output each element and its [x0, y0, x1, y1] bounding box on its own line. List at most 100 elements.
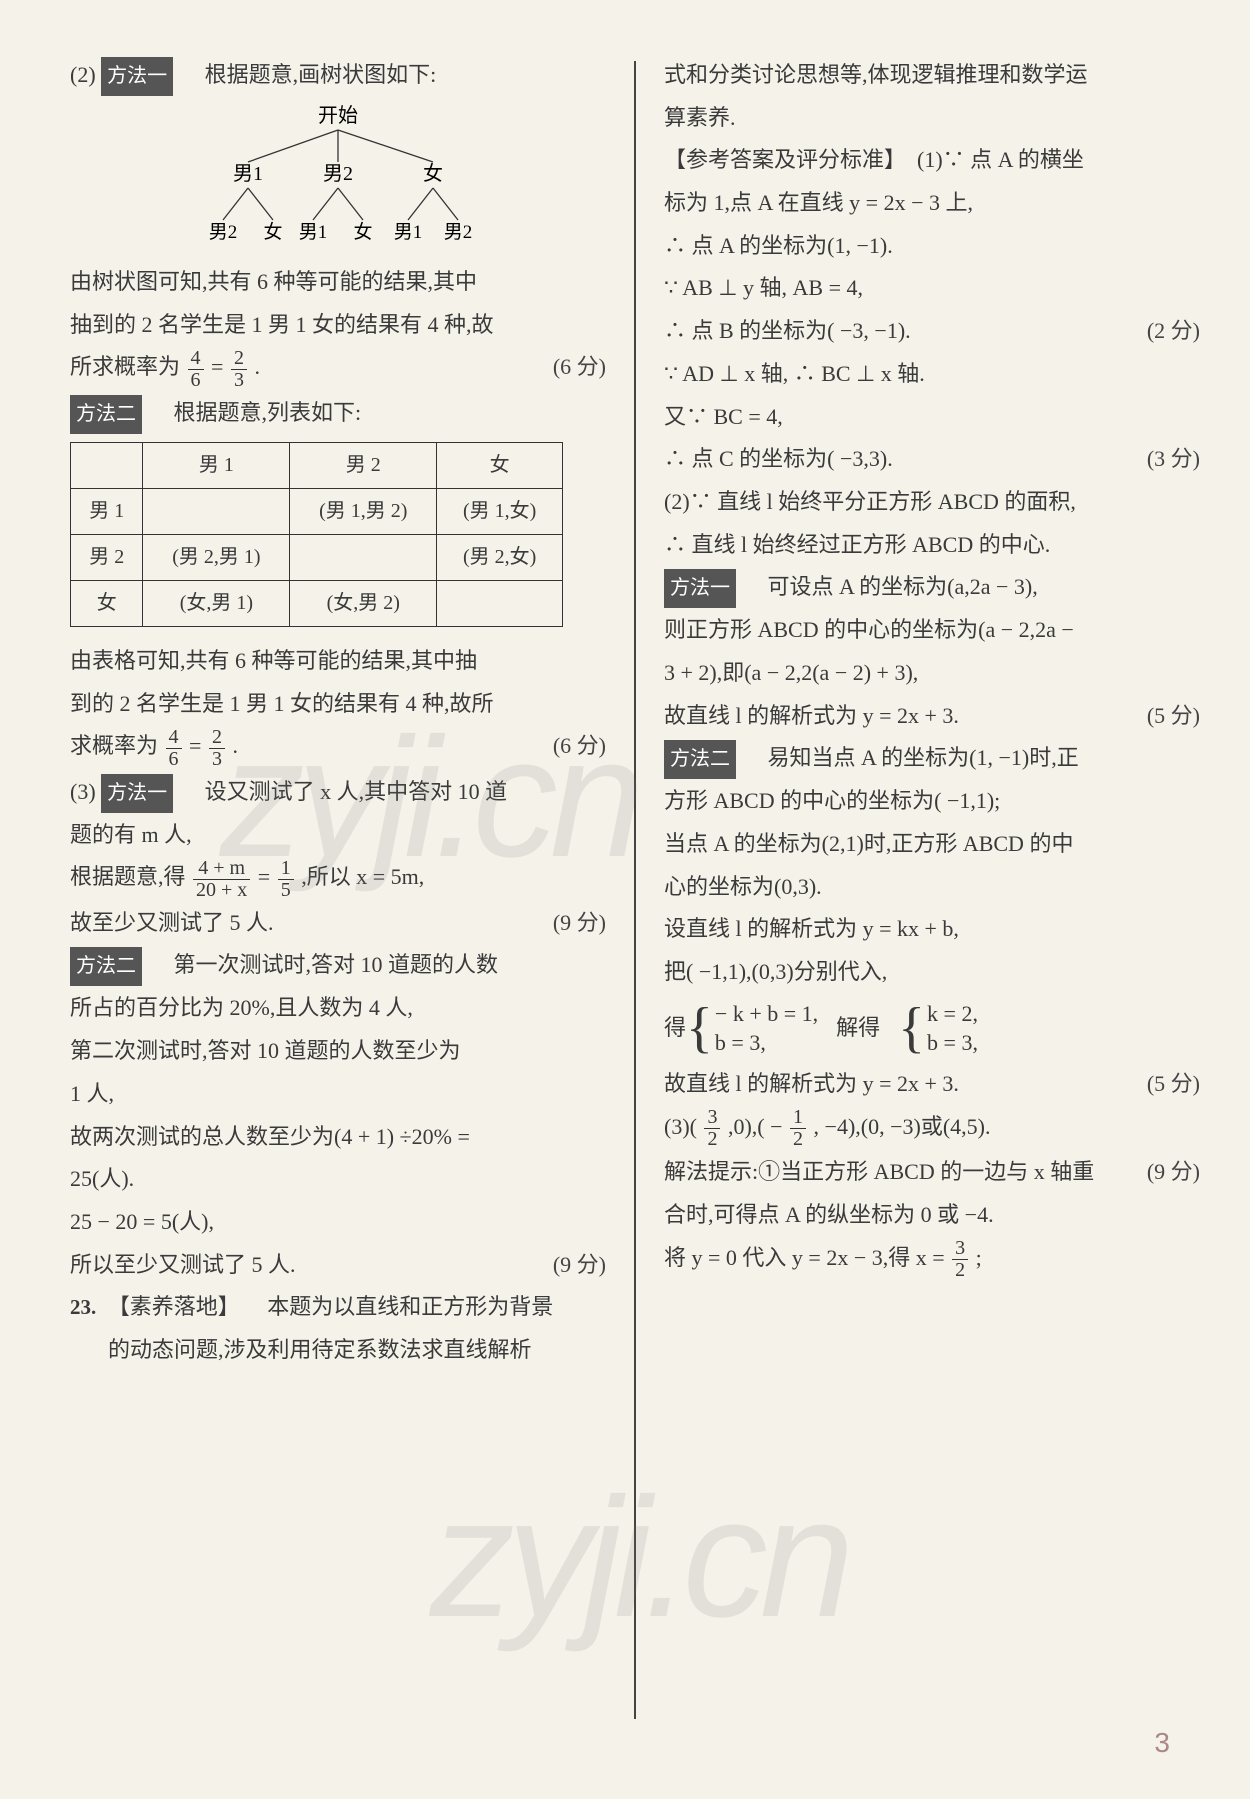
text: 求概率为: [70, 733, 158, 758]
line: (3) 方法一 设又测试了 x 人,其中答对 10 道: [70, 772, 606, 813]
line: 方法二 易知当点 A 的坐标为(1, −1)时,正: [664, 738, 1200, 779]
table-row: 男 2 (男 2,男 1) (男 2,女): [71, 534, 563, 580]
text: ,0),( −: [728, 1114, 783, 1139]
tree-diagram: 开始 男1 男2 女 男2 女 男1 女 男1 男2: [70, 102, 606, 252]
text: .: [254, 354, 260, 379]
line: (3)( 32 ,0),( − 12 , −4),(0, −3)或(4,5).: [664, 1107, 1200, 1150]
score: (5 分): [1147, 696, 1200, 737]
page-number: 3: [1154, 1727, 1170, 1759]
text: 设又测试了 x 人,其中答对 10 道: [183, 779, 508, 804]
line: 由表格可知,共有 6 种等可能的结果,其中抽: [70, 641, 606, 682]
line: 方法二 根据题意,列表如下:: [70, 393, 606, 434]
line: 合时,可得点 A 的纵坐标为 0 或 −4.: [664, 1195, 1200, 1236]
line: 心的坐标为(0,3).: [664, 867, 1200, 908]
line: ∴ 直线 l 始终经过正方形 ABCD 的中心.: [664, 525, 1200, 566]
line: 1 人,: [70, 1074, 606, 1115]
cell: (女,男 1): [143, 580, 290, 626]
line: 由树状图可知,共有 6 种等可能的结果,其中: [70, 262, 606, 303]
text: 所以至少又测试了 5 人.: [70, 1252, 296, 1277]
left-column: (2) 方法一 根据题意,画树状图如下: 开始 男1 男2 女 男2 女 男1 …: [70, 55, 634, 1759]
line: ∵ AB ⊥ y 轴, AB = 4,: [664, 268, 1200, 309]
left-brace-icon: {: [898, 1003, 925, 1053]
cell: [143, 488, 290, 534]
line: 当点 A 的坐标为(2,1)时,正方形 ABCD 的中: [664, 824, 1200, 865]
text: 解得: [836, 1008, 880, 1049]
fraction: 12: [790, 1107, 806, 1150]
text: 【素养落地】: [108, 1294, 240, 1319]
line: 解法提示:①当正方形 ABCD 的一边与 x 轴重: [664, 1152, 1200, 1193]
tree-root: 开始: [318, 104, 358, 127]
text: , −4),(0, −3)或(4,5).: [814, 1114, 991, 1139]
line: 故直线 l 的解析式为 y = 2x + 3. (5 分): [664, 1064, 1200, 1105]
table-row: 女 (女,男 1) (女,男 2): [71, 580, 563, 626]
right-column: 式和分类讨论思想等,体现逻辑推理和数学运 算素养. 【参考答案及评分标准】 (1…: [636, 55, 1200, 1759]
text: 根据题意,画树状图如下:: [183, 62, 437, 87]
score: (6 分): [553, 347, 606, 388]
cell: (女,男 2): [290, 580, 437, 626]
line: ∴ 点 A 的坐标为(1, −1).: [664, 226, 1200, 267]
svg-text:男2: 男2: [323, 163, 353, 185]
method-tag: 方法二: [664, 740, 736, 779]
cell: 男 1: [71, 488, 143, 534]
svg-text:男1: 男1: [299, 222, 328, 243]
text: 故直线 l 的解析式为 y = 2x + 3.: [664, 1071, 959, 1096]
line: 式和分类讨论思想等,体现逻辑推理和数学运: [664, 55, 1200, 96]
method-tag: 方法一: [664, 569, 736, 608]
line: 又∵ BC = 4,: [664, 397, 1200, 438]
fraction: 15: [278, 858, 294, 901]
score: (5 分): [1147, 1064, 1200, 1105]
method-tag: 方法一: [101, 57, 173, 96]
cell: 女: [437, 442, 563, 488]
text: k = 2,: [927, 999, 978, 1029]
line: ∴ 点 B 的坐标为( −3, −1). (2 分): [664, 311, 1200, 352]
text: ∴ 点 B 的坐标为( −3, −1).: [664, 318, 911, 343]
text: 根据题意,列表如下:: [152, 400, 362, 425]
cell: 男 2: [71, 534, 143, 580]
svg-text:女: 女: [263, 221, 282, 243]
line: 抽到的 2 名学生是 1 男 1 女的结果有 4 种,故: [70, 305, 606, 346]
text: 得: [664, 1008, 686, 1049]
cell: (男 1,女): [437, 488, 563, 534]
fraction: 23: [231, 348, 247, 391]
line: 设直线 l 的解析式为 y = kx + b,: [664, 909, 1200, 950]
text: =: [211, 354, 229, 379]
line: 【参考答案及评分标准】 (1)∵ 点 A 的横坐: [664, 140, 1200, 181]
line: 题的有 m 人,: [70, 815, 606, 856]
svg-text:男2: 男2: [444, 222, 473, 243]
score: (3 分): [1147, 439, 1200, 480]
text: (2): [70, 62, 96, 87]
fraction: 32: [704, 1107, 720, 1150]
line: 故两次测试的总人数至少为(4 + 1) ÷20% =: [70, 1117, 606, 1158]
left-brace-icon: {: [686, 1003, 713, 1053]
cell: [437, 580, 563, 626]
text: 本题为以直线和正方形为背景: [245, 1294, 553, 1319]
line: (2) 方法一 根据题意,画树状图如下:: [70, 55, 606, 96]
fraction: 4 + m20 + x: [193, 858, 250, 901]
text: (3): [70, 779, 96, 804]
line: ∵ AD ⊥ x 轴, ∴ BC ⊥ x 轴.: [664, 354, 1200, 395]
line: 算素养.: [664, 98, 1200, 139]
line: 3 + 2),即(a − 2,2(a − 2) + 3),: [664, 653, 1200, 694]
method-tag: 方法二: [70, 395, 142, 434]
svg-text:男1: 男1: [233, 163, 263, 185]
line: 所以至少又测试了 5 人. (9 分): [70, 1245, 606, 1286]
line: 将 y = 0 代入 y = 2x − 3,得 x = 32 ;: [664, 1238, 1200, 1281]
cell: (男 2,女): [437, 534, 563, 580]
fraction: 23: [209, 727, 225, 770]
fraction: 46: [188, 348, 204, 391]
line: 根据题意,得 4 + m20 + x = 15 ,所以 x = 5m,: [70, 857, 606, 900]
text: ,所以 x = 5m,: [301, 864, 424, 889]
line: 所占的百分比为 20%,且人数为 4 人,: [70, 988, 606, 1029]
text: b = 3,: [715, 1028, 818, 1058]
score: (6 分): [553, 726, 606, 767]
text: 易知当点 A 的坐标为(1, −1)时,正: [746, 745, 1079, 770]
line: 方法二 第一次测试时,答对 10 道题的人数: [70, 945, 606, 986]
svg-text:男2: 男2: [209, 222, 238, 243]
text: 将 y = 0 代入 y = 2x − 3,得 x =: [664, 1245, 950, 1270]
probability-table: 男 1 男 2 女 男 1 (男 1,男 2) (男 1,女) 男 2 (男 2…: [70, 442, 563, 627]
cell: (男 2,男 1): [143, 534, 290, 580]
line: (2)∵ 直线 l 始终平分正方形 ABCD 的面积,: [664, 482, 1200, 523]
fraction: 46: [166, 727, 182, 770]
cell: 女: [71, 580, 143, 626]
method-tag: 方法一: [101, 774, 173, 813]
